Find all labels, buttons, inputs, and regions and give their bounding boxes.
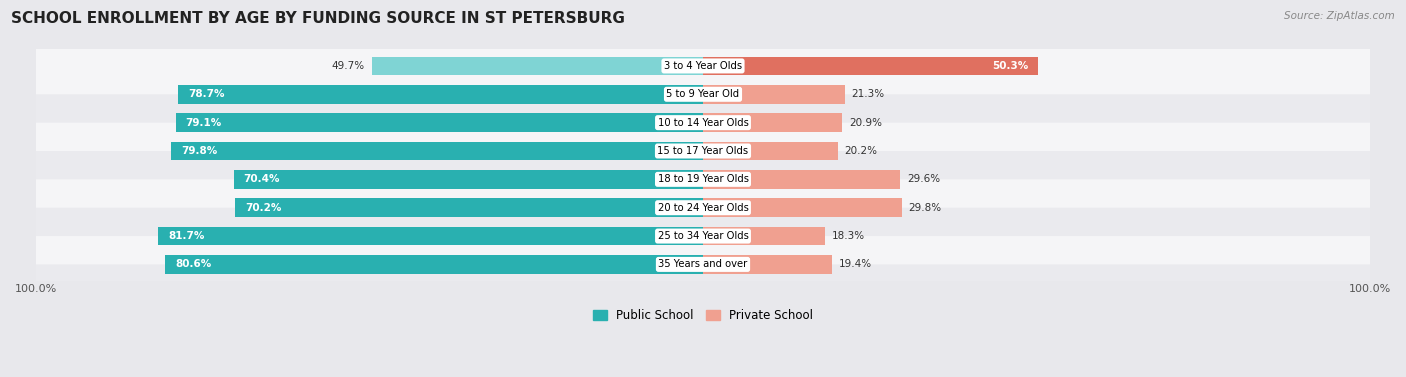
Bar xyxy=(703,142,838,160)
Legend: Public School, Private School: Public School, Private School xyxy=(588,304,818,326)
Bar xyxy=(176,113,703,132)
Text: 50.3%: 50.3% xyxy=(993,61,1028,71)
Text: 79.1%: 79.1% xyxy=(186,118,222,128)
Text: 18.3%: 18.3% xyxy=(832,231,865,241)
Text: 10 to 14 Year Olds: 10 to 14 Year Olds xyxy=(658,118,748,128)
FancyBboxPatch shape xyxy=(32,94,1374,151)
FancyBboxPatch shape xyxy=(32,123,1374,179)
Text: 20.2%: 20.2% xyxy=(845,146,877,156)
Bar xyxy=(371,57,703,75)
Text: 5 to 9 Year Old: 5 to 9 Year Old xyxy=(666,89,740,99)
Bar xyxy=(703,57,1039,75)
Text: 20.9%: 20.9% xyxy=(849,118,882,128)
Text: 70.2%: 70.2% xyxy=(245,203,281,213)
Bar xyxy=(166,255,703,274)
Bar xyxy=(703,170,900,188)
Bar xyxy=(172,142,703,160)
Bar xyxy=(235,198,703,217)
Text: 15 to 17 Year Olds: 15 to 17 Year Olds xyxy=(658,146,748,156)
Text: 78.7%: 78.7% xyxy=(188,89,225,99)
Text: 29.8%: 29.8% xyxy=(908,203,942,213)
FancyBboxPatch shape xyxy=(32,179,1374,236)
Bar xyxy=(703,255,832,274)
FancyBboxPatch shape xyxy=(32,38,1374,94)
Text: 25 to 34 Year Olds: 25 to 34 Year Olds xyxy=(658,231,748,241)
Text: 49.7%: 49.7% xyxy=(332,61,366,71)
Text: 29.6%: 29.6% xyxy=(907,174,941,184)
Text: 3 to 4 Year Olds: 3 to 4 Year Olds xyxy=(664,61,742,71)
Text: 18 to 19 Year Olds: 18 to 19 Year Olds xyxy=(658,174,748,184)
Bar xyxy=(233,170,703,188)
FancyBboxPatch shape xyxy=(32,208,1374,264)
Bar xyxy=(179,85,703,104)
Text: 81.7%: 81.7% xyxy=(169,231,204,241)
FancyBboxPatch shape xyxy=(32,151,1374,208)
Bar xyxy=(157,227,703,245)
Text: 21.3%: 21.3% xyxy=(852,89,884,99)
FancyBboxPatch shape xyxy=(32,236,1374,293)
Text: SCHOOL ENROLLMENT BY AGE BY FUNDING SOURCE IN ST PETERSBURG: SCHOOL ENROLLMENT BY AGE BY FUNDING SOUR… xyxy=(11,11,626,26)
Bar xyxy=(703,113,842,132)
Text: 20 to 24 Year Olds: 20 to 24 Year Olds xyxy=(658,203,748,213)
Text: 19.4%: 19.4% xyxy=(839,259,872,270)
Text: 70.4%: 70.4% xyxy=(243,174,280,184)
Bar xyxy=(703,227,825,245)
Text: Source: ZipAtlas.com: Source: ZipAtlas.com xyxy=(1284,11,1395,21)
Text: 80.6%: 80.6% xyxy=(176,259,212,270)
Bar xyxy=(703,85,845,104)
Text: 79.8%: 79.8% xyxy=(181,146,217,156)
FancyBboxPatch shape xyxy=(32,66,1374,123)
Text: 35 Years and over: 35 Years and over xyxy=(658,259,748,270)
Bar xyxy=(703,198,901,217)
